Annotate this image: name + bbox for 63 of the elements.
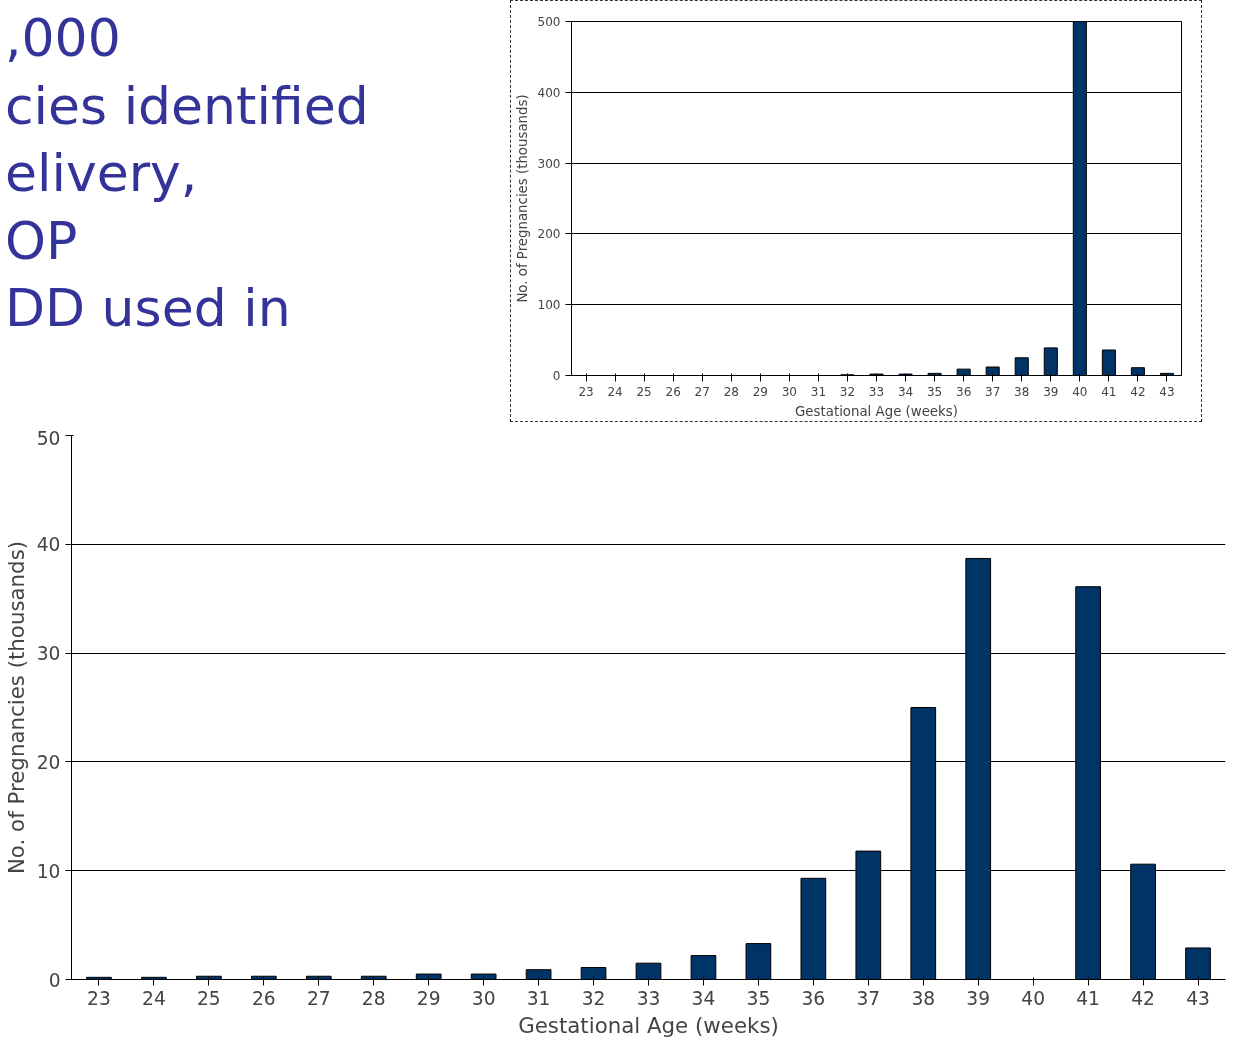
x-tick-label: 33 (636, 987, 661, 1009)
y-tick-label: 400 (537, 85, 561, 100)
x-tick-label: 40 (1072, 384, 1088, 399)
x-tick-label: 34 (897, 384, 914, 399)
x-tick-label: 38 (1014, 384, 1030, 399)
y-tick-label: 20 (36, 751, 61, 773)
x-tick-label: 41 (1101, 384, 1117, 399)
x-tick-label: 28 (723, 384, 739, 399)
x-tick-label: 39 (966, 987, 991, 1009)
y-tick-label: 0 (48, 969, 61, 991)
x-tick-label: 37 (856, 987, 881, 1009)
x-tick-label: 24 (142, 987, 166, 1009)
x-tick-label: 29 (416, 987, 441, 1009)
x-tick-label: 36 (801, 987, 826, 1009)
text: elivery, (5, 143, 198, 204)
x-tick-label: 43 (1186, 987, 1210, 1009)
x-tick-label: 30 (781, 384, 797, 399)
y-tick-label: 30 (36, 643, 61, 665)
x-tick-label: 33 (868, 384, 885, 399)
x-tick-label: 27 (306, 987, 331, 1009)
x-tick-label: 36 (956, 384, 972, 399)
x-tick-label: 35 (926, 384, 943, 399)
x-tick-label: 24 (607, 384, 623, 399)
x-tick-label: 29 (752, 384, 768, 399)
x-tick-label: 35 (746, 987, 771, 1009)
x-tick-label: 43 (1159, 384, 1175, 399)
x-tick-label: 42 (1130, 384, 1146, 399)
x-tick-label: 25 (636, 384, 652, 399)
y-tick-label: 50 (36, 427, 61, 449)
x-tick-label: 28 (361, 987, 386, 1009)
y-tick-label: 500 (537, 15, 561, 29)
x-tick-label: 32 (581, 987, 606, 1009)
y-axis-title: No. of Pregnancies (thousands) (3, 540, 29, 875)
x-axis-title: Gestational Age (weeks) (795, 403, 958, 419)
y-tick-label: 300 (537, 156, 561, 171)
x-tick-label: 34 (691, 987, 716, 1009)
y-tick-label: 200 (537, 227, 561, 242)
y-tick-label: 10 (36, 860, 61, 882)
y-tick-label: 0 (552, 369, 561, 383)
x-tick-label: 41 (1076, 987, 1100, 1009)
text: cies identified (5, 75, 369, 136)
x-tick-label: 39 (1043, 384, 1059, 399)
x-tick-label: 40 (1021, 987, 1046, 1009)
x-tick-label: 37 (985, 384, 1001, 399)
text: OP (5, 210, 78, 271)
text: ,000 (5, 8, 121, 68)
y-tick-label: 100 (537, 298, 561, 313)
x-tick-label: 31 (526, 987, 551, 1009)
x-tick-label: 23 (578, 384, 594, 399)
x-tick-label: 38 (911, 987, 936, 1009)
x-tick-label: 26 (665, 384, 681, 399)
text: DD used in (5, 278, 291, 339)
x-tick-label: 42 (1131, 987, 1155, 1009)
x-tick-label: 25 (197, 987, 221, 1009)
y-axis-title: No. of Pregnancies (thousands) (514, 94, 530, 303)
x-tick-label: 27 (694, 384, 710, 399)
x-tick-label: 30 (471, 987, 496, 1009)
x-tick-label: 31 (810, 384, 827, 399)
x-tick-label: 23 (87, 987, 111, 1009)
x-tick-label: 32 (839, 384, 856, 399)
x-tick-label: 26 (251, 987, 276, 1009)
x-axis-title: Gestational Age (weeks) (518, 1012, 779, 1038)
y-tick-label: 40 (36, 534, 61, 556)
